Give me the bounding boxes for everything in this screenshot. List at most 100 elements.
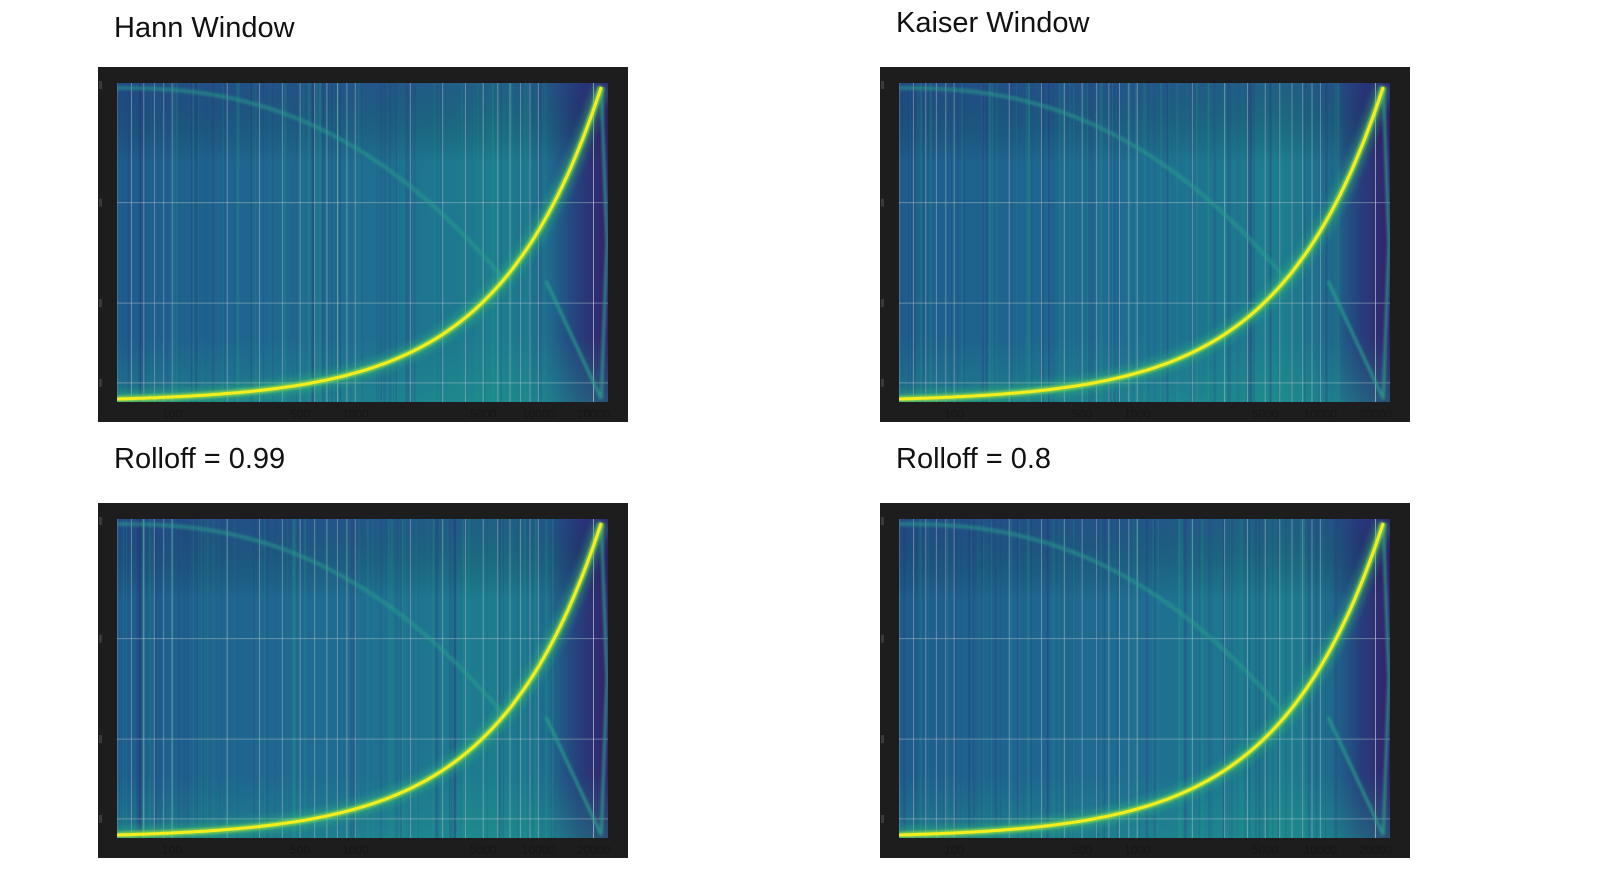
noise-streak [923,83,926,402]
noise-streak [1334,83,1336,402]
x-tick-label: 10000 [522,407,556,421]
noise-streak [982,83,984,402]
noise-streak [946,519,949,838]
noise-streak [401,519,403,838]
noise-streak [390,519,392,838]
noise-streak [136,519,138,838]
noise-streak [1150,83,1152,402]
noise-streak [1168,83,1170,402]
noise-streak [543,83,547,402]
noise-streak [170,519,174,838]
noise-streak [1051,83,1054,402]
noise-streak [315,83,318,402]
noise-streak [453,519,456,838]
noise-streak [275,519,276,838]
noise-streak [311,83,315,402]
y-tick-mark [881,378,884,387]
noise-streak [994,519,997,838]
noise-streak [1092,83,1094,402]
noise-streak [1239,519,1241,838]
noise-streak [1104,519,1106,838]
noise-streak [1040,83,1042,402]
noise-streak [996,519,998,838]
noise-streak [354,519,356,838]
noise-streak [1168,83,1170,402]
noise-streak [153,83,154,402]
noise-streak [1112,83,1114,402]
noise-streak [1152,519,1156,838]
noise-streak [512,83,513,402]
noise-streak [1054,83,1056,402]
noise-streak [1211,519,1213,838]
noise-streak [1073,83,1075,402]
noise-streak [912,519,913,838]
y-tick-mark [881,81,884,89]
noise-streak [996,83,998,402]
noise-streak [405,83,408,402]
noise-streak [1011,83,1013,402]
noise-streak [213,519,215,838]
noise-streak [292,83,294,402]
noise-streak [358,83,360,402]
noise-streak [453,519,457,838]
noise-streak [1160,83,1163,402]
noise-streak [958,519,960,838]
noise-streak [1073,519,1075,838]
spectrogram-svg: 100 500 1000 5000 10000 20000 [99,517,611,857]
noise-streak [1028,83,1030,402]
plot-area [899,83,1390,402]
noise-streak [1100,83,1103,402]
noise-streak [986,519,988,838]
noise-streak [182,519,184,838]
y-tick-mark [99,517,102,525]
noise-streak [293,519,297,838]
noise-streak [349,519,353,838]
noise-streak [986,83,988,402]
noise-streak [517,519,519,838]
noise-streak [1144,83,1147,402]
sweep-curves [117,84,608,402]
noise-streak [387,519,390,838]
noise-streak [1265,83,1267,402]
noise-streak [123,519,125,838]
noise-streak [222,83,225,402]
noise-streak [407,83,410,402]
noise-streak [1027,83,1031,402]
x-tick-label: 5000 [1252,843,1279,857]
y-tick-mark [99,814,102,823]
noise-streak [400,519,403,838]
noise-streak [1223,83,1226,402]
noise-streak [137,519,140,838]
noise-streak [1048,83,1051,402]
noise-streak [255,83,257,402]
noise-streak [292,519,295,838]
noise-streak [1229,519,1232,838]
y-tick-mark [99,378,102,387]
noise-streak [466,83,468,402]
noise-streak [1058,83,1061,402]
noise-streak [450,519,453,838]
noise-streak [122,83,124,402]
noise-streak [551,519,553,838]
noise-streak [337,519,340,838]
noise-streak [408,83,411,402]
noise-streak [402,519,404,838]
noise-streak [375,83,377,402]
spectrogram-panel-kaiser: 100 500 1000 5000 10000 20000 [880,67,1410,422]
noise-streak [1161,83,1163,402]
noise-streak [139,519,141,838]
noise-streak [1245,83,1248,402]
noise-streak [916,83,918,402]
noise-streak [380,83,383,402]
noise-streak [1166,83,1169,402]
noise-streak [142,83,144,402]
noise-streak [176,83,179,402]
noise-streak [376,83,378,402]
noise-streak [1167,83,1169,402]
noise-streak [1290,83,1294,402]
noise-streak [127,83,130,402]
noise-streak [910,83,912,402]
noise-streak [353,519,355,838]
sweep-curves [117,520,608,838]
noise-streak [1269,83,1272,402]
